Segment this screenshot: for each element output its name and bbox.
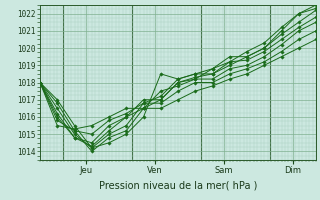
X-axis label: Pression niveau de la mer( hPa ): Pression niveau de la mer( hPa ) bbox=[99, 180, 257, 190]
